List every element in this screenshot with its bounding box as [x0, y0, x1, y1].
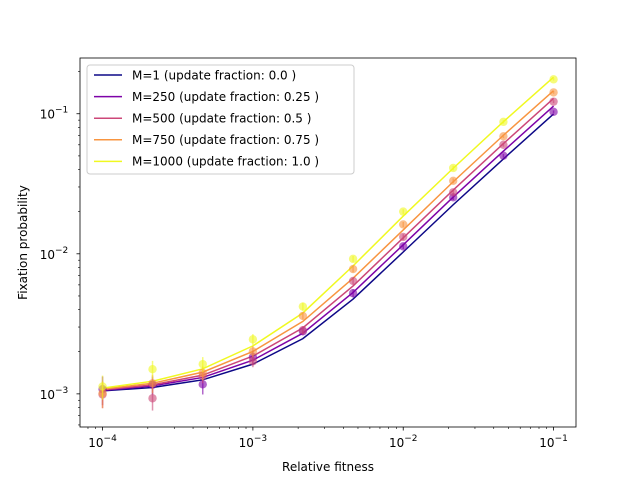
data-point: [399, 232, 408, 242]
data-point: [348, 289, 358, 298]
series-layer: [98, 75, 558, 411]
data-point: [449, 176, 458, 186]
data-point: [298, 311, 308, 321]
series-line-1: [102, 105, 555, 392]
data-point: [298, 325, 308, 335]
plot-area: [98, 75, 558, 411]
legend: M=1 (update fraction: 0.0 ) M=250 (update…: [86, 64, 355, 175]
data-point: [549, 97, 558, 106]
data-point: [449, 163, 458, 173]
data-point: [298, 302, 308, 311]
data-point: [248, 357, 258, 366]
data-point: [549, 88, 558, 97]
data-point: [399, 207, 408, 216]
series-line-3: [102, 90, 555, 390]
data-point: [348, 254, 358, 264]
y-tick-label: 10−3: [40, 386, 69, 402]
data-point: [499, 140, 508, 150]
x-tick-label: 10−2: [389, 434, 418, 450]
data-point: [549, 75, 558, 84]
data-point: [98, 382, 107, 391]
data-point: [248, 347, 258, 356]
data-point: [499, 117, 508, 127]
legend-label-4: M=1000 (update fraction: 1.0 ): [132, 155, 319, 169]
legend-items: M=1 (update fraction: 0.0 ) M=250 (update…: [94, 68, 319, 169]
x-tick-label: 10−4: [88, 434, 117, 450]
data-point: [148, 379, 157, 388]
data-point: [198, 359, 207, 369]
data-point: [198, 368, 207, 378]
axes-frame: [79, 57, 577, 428]
y-tick-label: 10−2: [40, 246, 69, 262]
x-tick-label: 10−3: [239, 434, 268, 450]
data-point: [248, 335, 258, 344]
data-point: [399, 242, 408, 251]
y-axis-ticks: 10−3 10−2 10−1: [40, 71, 80, 426]
series-line-4: [102, 76, 555, 389]
data-point: [499, 132, 508, 141]
data-point: [399, 220, 408, 229]
legend-box: [86, 64, 355, 175]
series-line-0: [102, 113, 555, 392]
y-tick-label: 10−1: [40, 106, 69, 122]
data-point: [148, 394, 157, 403]
x-axis-ticks: 10−4 10−3 10−2 10−1: [87, 427, 568, 450]
data-point: [549, 107, 558, 117]
x-tick-label: 10−1: [539, 434, 568, 450]
legend-label-0: M=1 (update fraction: 0.0 ): [132, 68, 296, 82]
data-point: [499, 151, 508, 160]
x-axis-label: Relative fitness: [282, 460, 374, 474]
series-line-2: [102, 97, 555, 391]
legend-label-1: M=250 (update fraction: 0.25 ): [132, 90, 319, 104]
data-point: [198, 380, 207, 389]
y-axis-label: Fixation probability: [16, 185, 30, 300]
data-point: [348, 276, 358, 286]
data-point: [348, 264, 358, 274]
data-point: [449, 188, 458, 197]
legend-label-2: M=500 (update fraction: 0.5 ): [132, 112, 311, 126]
legend-label-3: M=750 (update fraction: 0.75 ): [132, 133, 319, 147]
data-point: [148, 365, 157, 374]
